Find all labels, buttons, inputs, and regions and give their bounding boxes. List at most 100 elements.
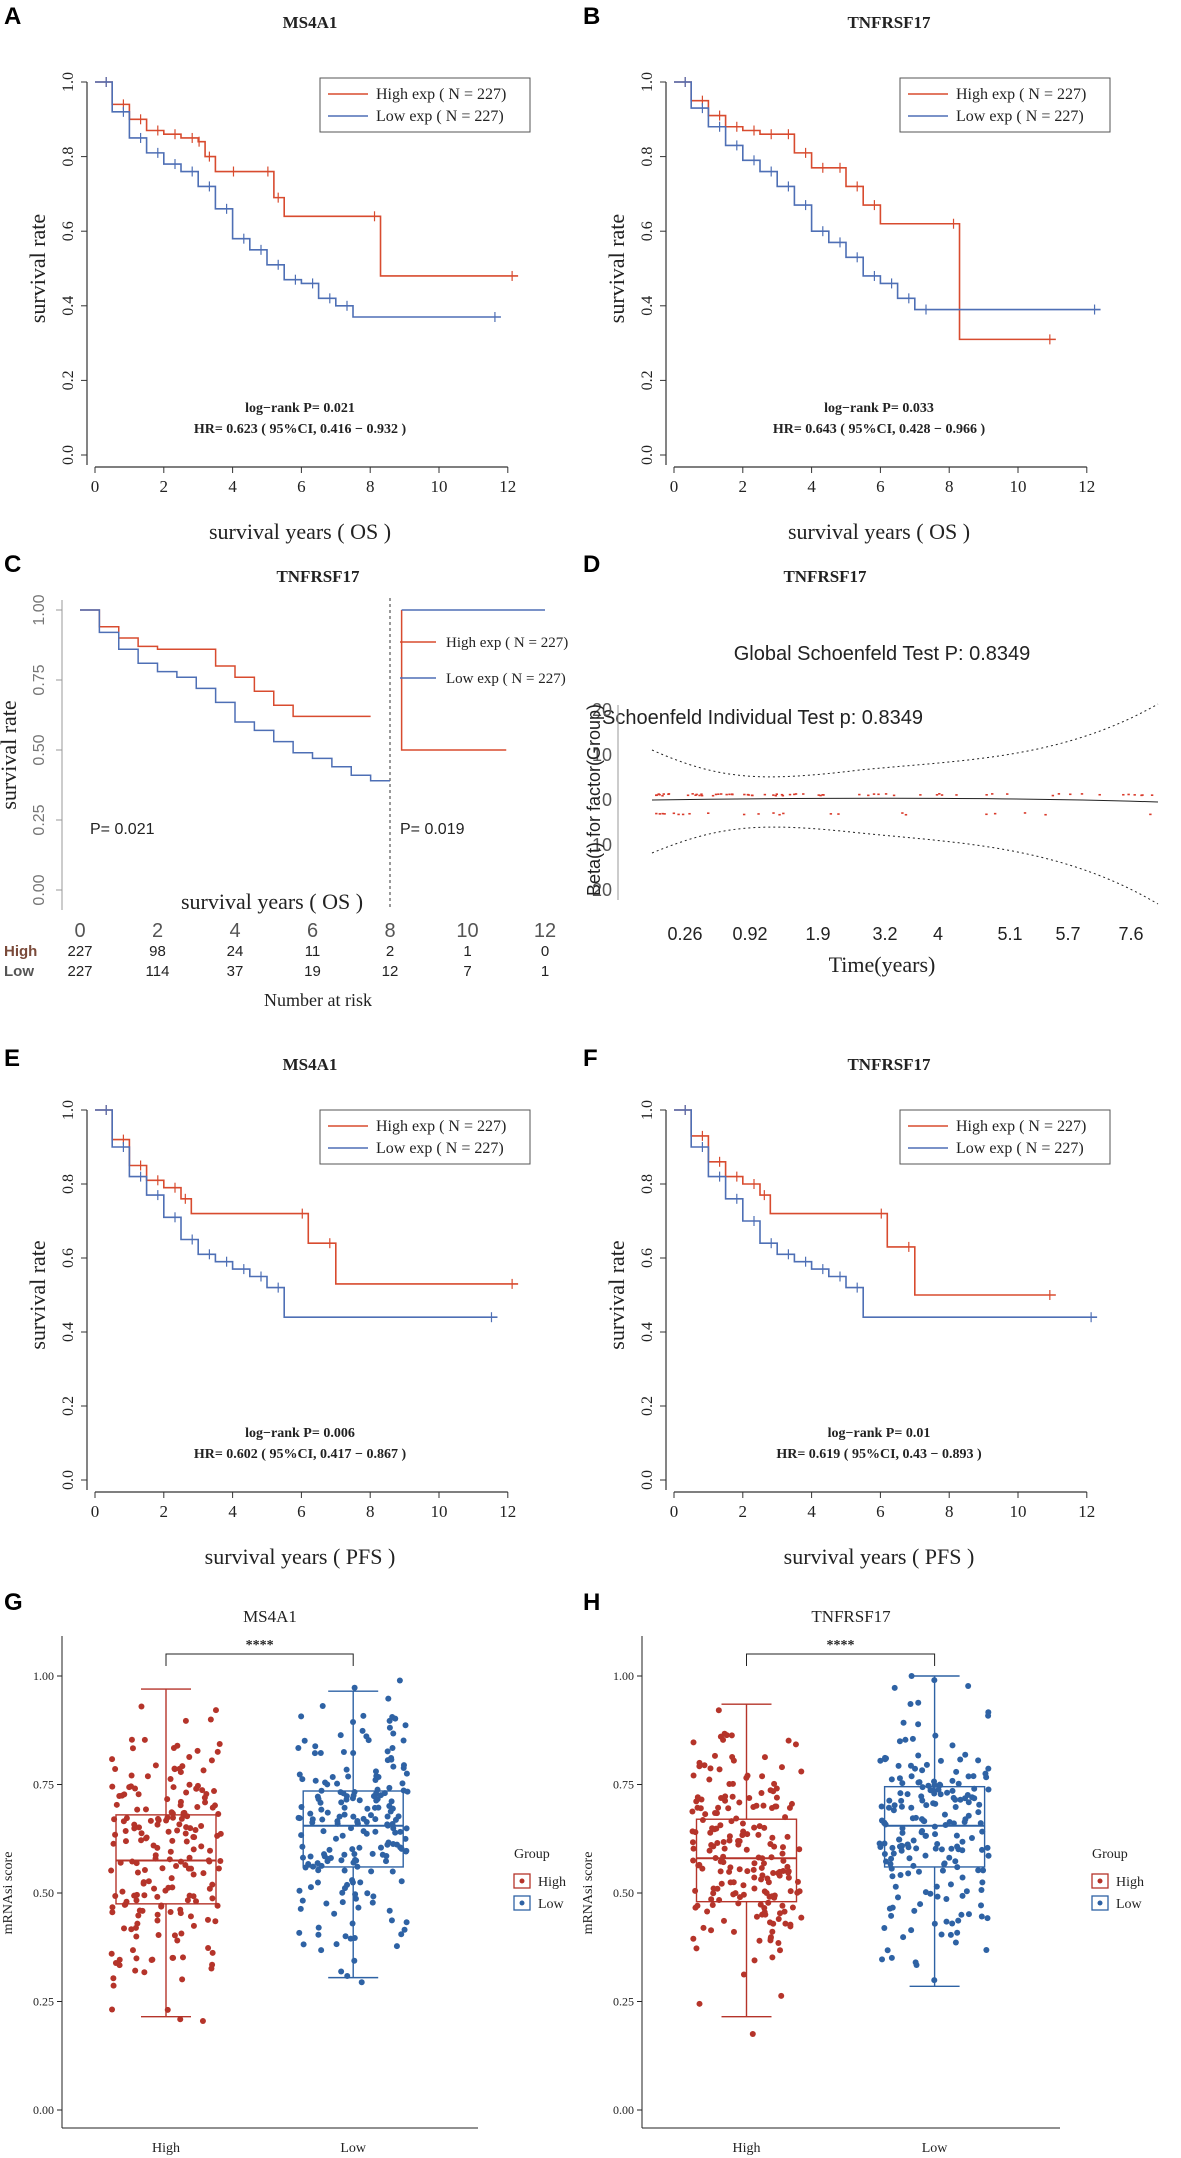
data-point [108,1867,115,1874]
data-point [370,1893,377,1900]
y-tick-label: 0.00 [31,874,48,905]
residual-point [985,794,988,796]
data-point [730,1757,737,1764]
km-curve [674,81,1101,311]
data-point [400,1762,407,1769]
data-point [712,1809,719,1816]
data-point [948,1845,955,1852]
data-point [129,1745,136,1752]
data-point [896,1738,903,1745]
data-point [342,1933,349,1940]
residual-point [1141,794,1144,796]
residual-point [677,813,680,816]
data-point [200,1767,207,1774]
data-point [690,1857,697,1864]
data-point [776,1872,783,1879]
legend-swatch [1091,1895,1109,1911]
data-point [915,1752,922,1759]
data-point [970,1773,977,1780]
data-point [369,1899,376,1906]
y-tick-label: 1.0 [639,1100,656,1120]
data-point [341,1804,348,1811]
hr-annotation: HR= 0.619 ( 95%CI, 0.43 − 0.893 ) [776,1447,982,1462]
residual-point [1006,793,1009,795]
data-point [913,1845,920,1852]
x-tick-label: 10 [1010,1502,1027,1521]
data-point [711,1752,718,1759]
data-point [122,1901,129,1908]
data-point [726,1833,733,1840]
data-point [978,1902,985,1909]
data-point [707,1765,714,1772]
data-point [122,1838,129,1845]
data-point [740,1971,747,1978]
data-point [690,1772,697,1779]
data-point [751,1957,758,1964]
data-point [354,1863,361,1870]
data-point [720,1859,727,1866]
data-point [920,1817,927,1824]
data-point [778,1764,785,1771]
data-point [340,1790,347,1797]
data-point [735,1900,742,1907]
data-point [730,1928,737,1935]
data-point [962,1795,969,1802]
data-point [794,1878,801,1885]
x-tick-label: 4 [807,1502,816,1521]
significance-bracket [746,1653,936,1666]
data-point [167,1776,174,1783]
legend-swatch-dot [1097,1900,1103,1906]
data-point [314,1879,321,1886]
data-point [372,1828,379,1835]
km-curve [80,609,371,718]
y-tick-label: 0.50 [33,1886,54,1900]
data-point [344,1972,351,1979]
data-point [372,1816,379,1823]
data-point [891,1684,898,1691]
y-tick-label: 0.2 [60,1396,77,1416]
data-point [168,1809,175,1816]
data-point [899,1780,906,1787]
data-point [877,1757,884,1764]
residual-point [877,793,880,796]
data-point [298,1832,305,1839]
data-point [898,1803,905,1810]
data-point [363,1830,370,1837]
residual-point [688,812,691,815]
data-point [985,1765,992,1772]
data-point [749,2030,756,2037]
data-point [389,1744,396,1751]
residual-point [686,794,690,797]
data-point [182,1861,189,1868]
data-point [350,1749,357,1756]
data-point [689,1808,696,1815]
data-point [190,1922,197,1929]
schoenfeld-annotation: Schoenfeld Individual Test p: 0.8349 [602,707,923,729]
data-point [351,1957,358,1964]
data-point [147,1817,154,1824]
km-curve [674,1109,1098,1318]
logrank-annotation: log−rank P= 0.01 [828,1426,931,1441]
data-point [782,1920,789,1927]
residual-point [935,794,939,796]
data-point [968,1835,975,1842]
box-panel-h: TNFRSF17 0.00 0.25 0.50 0.75 1.00 mRNAsi score… [581,1607,1144,2156]
data-point [192,1826,199,1833]
data-point [198,1843,205,1850]
chart-title: TNFRSF17 [847,13,931,32]
data-point [214,1902,221,1909]
data-point [715,1804,722,1811]
data-point [727,1879,734,1886]
data-point [326,1846,333,1853]
panel-letter-D: D [583,551,600,578]
schoenfeld-panel-d: TNFRSF17 Global Schoenfeld Test P: 0.8349… [584,567,1159,977]
x-tick-label: 4 [807,477,816,496]
data-point [758,1876,765,1883]
data-point [965,1683,972,1690]
data-point [933,1883,940,1890]
y-tick-label: 0.4 [639,1322,656,1342]
residual-point [725,793,728,796]
x-tick-label: 2 [160,1502,169,1521]
residual-point [1133,794,1136,796]
data-point [949,1777,956,1784]
